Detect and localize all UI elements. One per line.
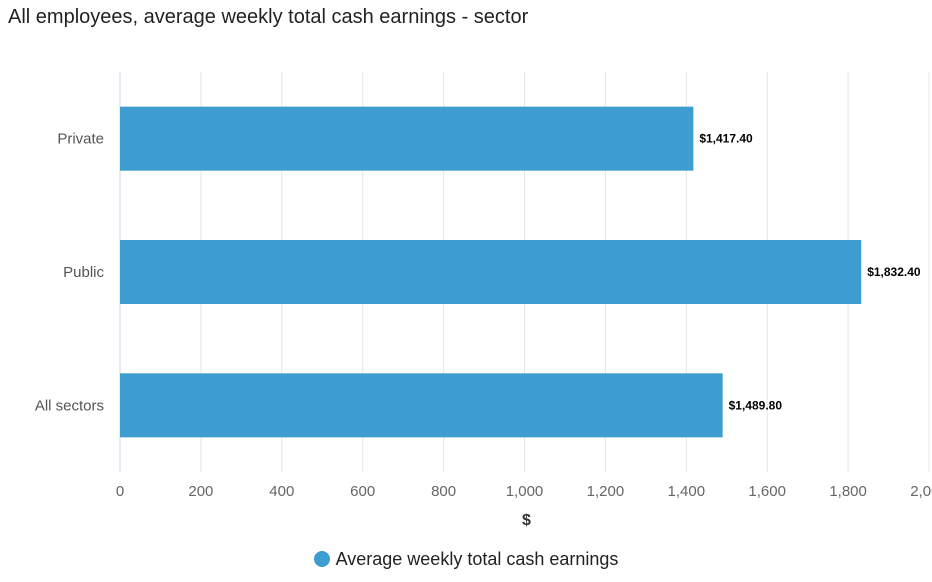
data-label: $1,489.80	[729, 398, 783, 412]
category-label: Private	[57, 131, 104, 148]
x-tick-label: 2,000	[910, 483, 932, 500]
x-tick-label: 600	[350, 483, 375, 500]
category-label: Public	[63, 264, 104, 281]
bar[interactable]	[120, 240, 862, 304]
x-tick-label: 400	[269, 483, 294, 500]
legend-marker	[313, 551, 330, 567]
bar[interactable]	[120, 106, 694, 171]
x-tick-label: 1,200	[587, 483, 625, 500]
x-axis-title: $	[522, 512, 531, 529]
x-tick-label: 1,000	[506, 483, 544, 500]
data-label: $1,417.40	[699, 132, 753, 146]
x-tick-label: 200	[188, 483, 213, 500]
category-label: All sectors	[35, 397, 104, 414]
legend[interactable]: Average weekly total cash earnings	[0, 549, 932, 570]
chart-title: All employees, average weekly total cash…	[8, 6, 529, 28]
bar[interactable]	[120, 373, 723, 438]
x-tick-label: 1,800	[829, 483, 867, 500]
bar-chart-plot: $1,417.40 Private $1,832.40 Public $1,489.80…	[35, 72, 932, 529]
x-tick-label: 0	[116, 483, 124, 500]
x-tick-label: 1,600	[748, 483, 786, 500]
legend-label: Average weekly total cash earnings	[335, 549, 619, 569]
x-tick-label: 1,400	[668, 483, 706, 500]
x-tick-label: 800	[431, 483, 456, 500]
data-label: $1,832.40	[867, 265, 921, 279]
